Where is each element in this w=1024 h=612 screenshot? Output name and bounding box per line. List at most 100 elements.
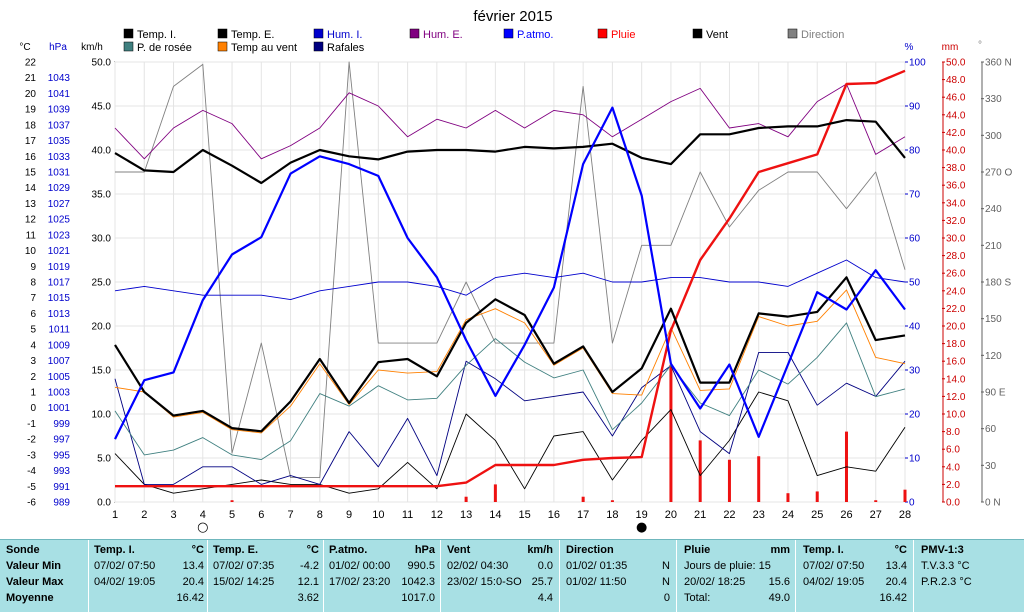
direction-avg: 0	[663, 592, 670, 604]
direction_deg-tick-label: 360 N	[985, 58, 1012, 69]
series-direction	[115, 61, 906, 479]
rain_mm-tick-label: 20.0	[946, 322, 966, 333]
series-p-atmo	[114, 106, 906, 440]
temp-i-max-date: 04/02/	[94, 576, 125, 588]
temp-i2-min-date: 07/02/	[803, 560, 834, 572]
direction-min-date: 01/02/	[566, 560, 597, 572]
x-tick-label: 6	[258, 509, 264, 521]
humidity_pct-tick-label: 80	[909, 146, 921, 157]
x-tick-label: 4	[200, 509, 206, 521]
axis-units: °C hPa km/h % mm °	[19, 40, 982, 53]
temp-e-max-date: 15/02/	[213, 576, 244, 588]
divider	[440, 540, 441, 612]
pressure_hpa-tick-label: 1001	[48, 403, 71, 414]
summary-temp-e: Temp. E. °C 07/02/ 07:35 -4.2 15/02/ 14:25…	[213, 542, 319, 610]
x-tick-label: 19	[636, 509, 648, 521]
direction-max: N	[662, 576, 670, 588]
vent-min-time: 04:30	[480, 560, 509, 572]
rain_mm-tick-label: 10.0	[946, 410, 966, 421]
temp_c-tick-label: 11	[26, 230, 37, 241]
temp-e-max-time: 14:25	[246, 576, 275, 588]
summary-temp-i-2: Temp. I. °C 07/02/ 07:50 13.4 04/02/ 19:05…	[803, 542, 907, 610]
x-tick-label: 27	[870, 509, 882, 521]
pressure_hpa-tick-label: 1033	[48, 152, 71, 163]
direction_deg-tick-label: 150	[985, 314, 1002, 325]
humidity_pct-tick-label: 40	[909, 322, 921, 333]
pressure-axis-unit: hPa	[49, 42, 67, 53]
divider	[207, 540, 208, 612]
humidity_pct-tick-label: 100	[909, 58, 926, 69]
legend-label: Vent	[706, 29, 728, 41]
pressure_hpa-tick-label: 1031	[48, 168, 71, 179]
temp-i2-max: 20.4	[885, 576, 907, 588]
pressure_hpa-tick-label: 1043	[48, 73, 71, 84]
humidity_pct-tick-label: 10	[909, 454, 921, 465]
rain-bar	[903, 489, 907, 502]
wind_kmh-tick-label: 25.0	[92, 278, 112, 289]
rain_mm-tick-label: 8.0	[946, 427, 960, 438]
patmo-avg: 1017.0	[401, 592, 435, 604]
rain_mm-tick-label: 36.0	[946, 181, 966, 192]
temp_c-tick-label: 1	[30, 388, 36, 399]
pressure_hpa-tick-label: 999	[53, 419, 70, 430]
wind_kmh-tick-label: 15.0	[92, 366, 112, 377]
direction_deg-tick-label: 120	[985, 351, 1002, 362]
temp_c-tick-label: 6	[30, 309, 36, 320]
patmo-unit: hPa	[414, 544, 435, 556]
temp-i-title: Temp. I.	[94, 544, 135, 556]
direction-min: N	[662, 560, 670, 572]
temp_c-tick-label: 22	[25, 58, 37, 69]
patmo-max-date: 17/02/	[329, 576, 360, 588]
divider	[559, 540, 560, 612]
pressure_hpa-tick-label: 1039	[48, 105, 71, 116]
pressure_hpa-tick-label: 1041	[48, 89, 71, 100]
pressure_hpa-tick-label: 1003	[48, 388, 71, 399]
rain_mm-tick-label: 40.0	[946, 146, 966, 157]
patmo-max: 1042.3	[401, 576, 435, 588]
temp_c-tick-label: -2	[27, 435, 36, 446]
pressure_hpa-tick-label: 1015	[48, 293, 71, 304]
series-hum-i	[114, 259, 906, 301]
summary-patmo: P.atmo. hPa 01/02/ 00:00 990.5 17/02/ 23:2…	[329, 542, 435, 610]
summary-pluie: Pluie mm Jours de pluie: 15 20/02/ 18:25 1…	[684, 542, 790, 610]
summary-vent: Vent km/h 02/02/ 04:30 0.0 23/02/ 15:0-SO 2…	[447, 542, 553, 610]
pluie-total-label: Total:	[684, 592, 711, 604]
pressure_hpa-tick-label: 1021	[48, 246, 71, 257]
chart-legend: Temp. I. Temp. E. Hum. I. Hum. E. P.atmo. Plu…	[123, 28, 844, 54]
temp_c-tick-label: 3	[30, 356, 36, 367]
temp-e-title: Temp. E.	[213, 544, 259, 556]
series-p-de-ros-e	[114, 322, 906, 461]
pluie-max-date: 20/02/	[684, 576, 715, 588]
legend-label: Hum. E.	[423, 29, 463, 41]
vent-max: 25.7	[531, 576, 553, 588]
rain_mm-tick-label: 14.0	[946, 374, 966, 385]
temp-i-min-date: 07/02/	[94, 560, 125, 572]
sonde-title: Sonde	[6, 544, 40, 556]
legend-label: Rafales	[327, 42, 365, 54]
rain_mm-tick-label: 44.0	[946, 110, 966, 121]
rain_mm-tick-label: 16.0	[946, 357, 966, 368]
temp_c-tick-label: -4	[27, 466, 36, 477]
temp_c-tick-label: 2	[30, 372, 36, 383]
series-rafales	[114, 351, 906, 485]
summary-sonde: Sonde Valeur Min Valeur Max Moyenne	[6, 542, 86, 610]
rain_mm-tick-label: 6.0	[946, 445, 960, 456]
rain_mm-tick-label: 38.0	[946, 163, 966, 174]
temp-e-unit: °C	[306, 544, 319, 556]
divider	[795, 540, 796, 612]
temp_c-tick-label: 5	[30, 325, 36, 336]
direction_deg-tick-label: 270 O	[985, 168, 1012, 179]
wind_kmh-tick-label: 50.0	[92, 58, 112, 69]
direction_deg-tick-label: 240	[985, 204, 1002, 215]
legend-label: Temp. E.	[231, 29, 274, 41]
temp-i2-min-time: 07:50	[836, 560, 865, 572]
vent-avg: 4.4	[537, 592, 553, 604]
wind_kmh-tick-label: 40.0	[92, 146, 112, 157]
humidity_pct-tick-label: 60	[909, 234, 921, 245]
temp-i2-max-time: 19:05	[836, 576, 865, 588]
rain_mm-tick-label: 28.0	[946, 251, 966, 262]
x-tick-label: 26	[840, 509, 852, 521]
temp_c-tick-label: -6	[27, 498, 36, 509]
pluie-title: Pluie	[684, 544, 711, 556]
direction_deg-tick-label: 30	[985, 461, 997, 472]
